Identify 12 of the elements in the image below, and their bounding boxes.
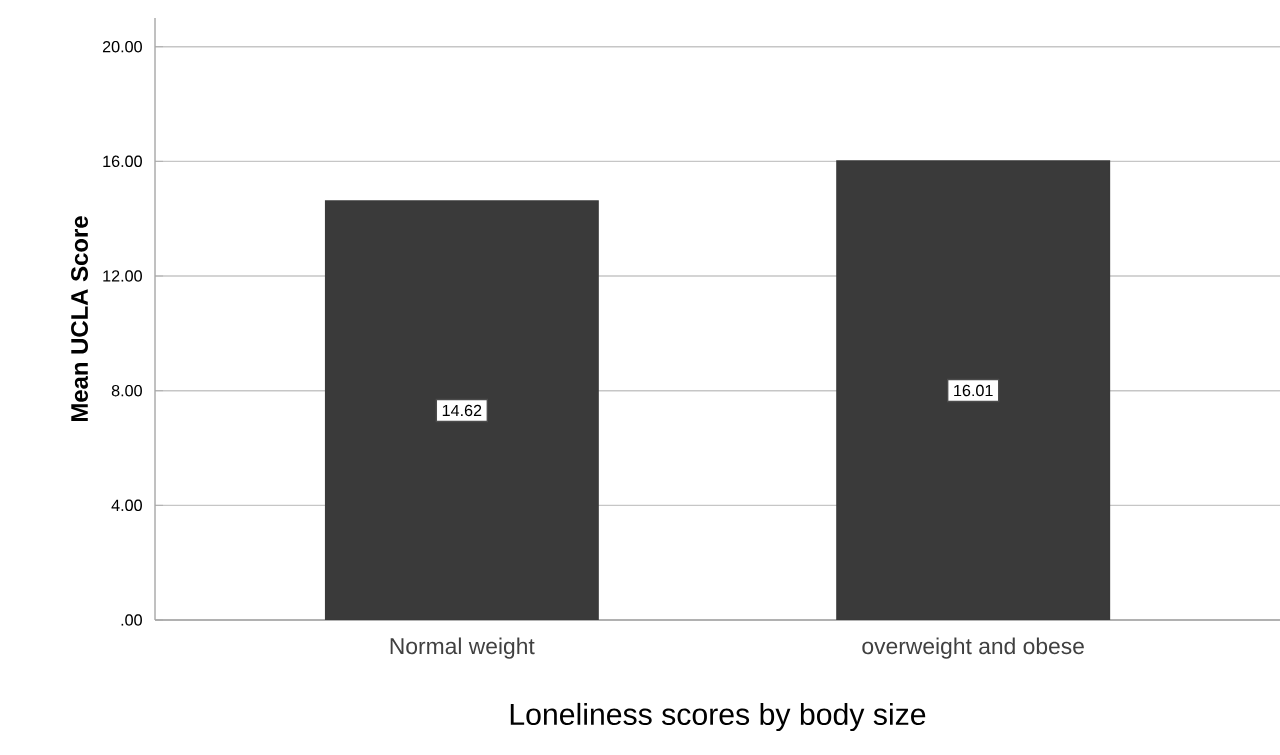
y-tick-label: 4.00 — [111, 499, 142, 512]
y-tick-label: 20.00 — [102, 40, 142, 53]
x-tick-label: Normal weight — [390, 637, 535, 659]
data-label: 16.01 — [954, 384, 993, 397]
y-tick-label: 12.00 — [103, 270, 142, 282]
x-tick-label: overweight and obese — [862, 637, 1084, 659]
y-tick-label: .00 — [121, 614, 142, 626]
x-axis-title: Loneliness scores by body size — [510, 702, 926, 732]
y-axis-title: Mean UCLA Score — [71, 216, 88, 421]
y-tick-label: 16.00 — [103, 155, 142, 168]
data-label: 14.62 — [442, 404, 482, 417]
y-tick-label: 8.00 — [111, 384, 142, 397]
